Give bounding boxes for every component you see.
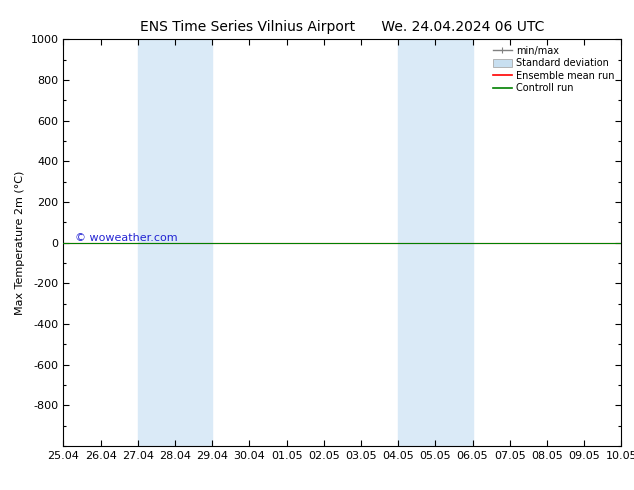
Title: ENS Time Series Vilnius Airport      We. 24.04.2024 06 UTC: ENS Time Series Vilnius Airport We. 24.0… [140, 20, 545, 34]
Bar [398, 39, 472, 446]
Text: © woweather.com: © woweather.com [75, 233, 177, 243]
Y-axis label: Max Temperature 2m (°C): Max Temperature 2m (°C) [15, 171, 25, 315]
Legend: min/max, Standard deviation, Ensemble mean run, Controll run: min/max, Standard deviation, Ensemble me… [491, 44, 616, 95]
Bar [138, 39, 212, 446]
